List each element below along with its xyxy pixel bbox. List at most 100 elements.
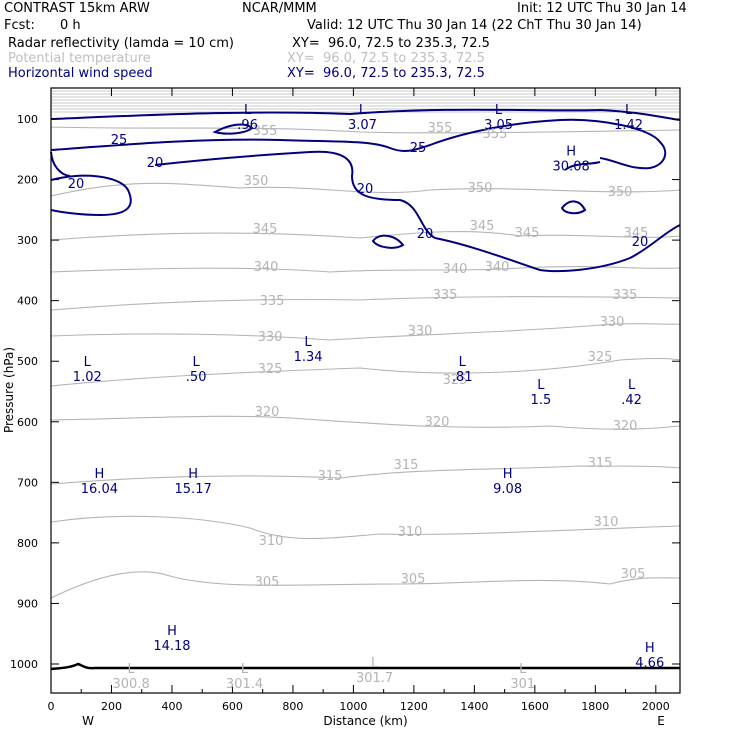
low-marker: L: [304, 335, 312, 350]
x-tick-label: 400: [161, 700, 182, 713]
theta-305-line: [50, 571, 681, 599]
field-xy-theta: XY= 96.0, 72.5 to 235.3, 72.5: [287, 51, 485, 66]
low-marker: L: [459, 355, 467, 370]
wind-20-upper-line: [154, 150, 681, 273]
x-tick-label: 1600: [521, 700, 549, 713]
extremum-value: 1.34: [294, 350, 323, 365]
wind-25-loop: [212, 123, 254, 135]
theta-contour-label: 310: [594, 515, 619, 530]
field-name-theta: Potential temperature: [8, 51, 151, 66]
theta-340-line: [50, 266, 681, 273]
extremum-value: .96: [237, 118, 258, 133]
extremum-value: 1.5: [531, 393, 552, 408]
y-tick-label: 600: [17, 416, 38, 429]
valid-time: Valid: 12 UTC Thu 30 Jan 14 (22 ChT Thu …: [307, 18, 642, 33]
high-marker: H: [167, 624, 177, 639]
theta-contour-label: 330: [258, 330, 283, 345]
extremum-value: 1.42: [614, 118, 643, 133]
theta-335-line: [50, 296, 681, 311]
extremum-value: 3.07: [348, 118, 377, 133]
wind-contour-label: 20: [68, 177, 85, 192]
x-axis-label: Distance (km): [323, 714, 407, 728]
plot-frame: [50, 87, 681, 694]
theta-345-line: [50, 230, 681, 241]
theta-contour-label: 335: [613, 288, 638, 303]
endpoint-east: E: [657, 714, 665, 728]
field-name-wind: Horizontal wind speed: [8, 66, 153, 81]
extremum-value: .42: [621, 393, 642, 408]
theta-contour-label: 340: [254, 260, 279, 275]
y-tick-label: 900: [17, 597, 38, 610]
high-marker: H: [94, 467, 104, 482]
theta-330-line: [50, 323, 681, 341]
theta-325-line: [50, 357, 681, 387]
high-marker: H: [566, 144, 576, 159]
extrema-group: L.96L3.07L3.05L1.42H30.08L1.34L1.02L.50L…: [73, 103, 664, 692]
x-tick-label: 2000: [642, 700, 670, 713]
fcst-label: Fcst:: [4, 18, 35, 33]
theta-contour-label: 305: [255, 575, 280, 590]
theta-contour-label: 310: [259, 534, 284, 549]
theta-310-line: [50, 515, 681, 540]
extremum-value: 4.66: [635, 656, 664, 671]
low-marker: L: [371, 656, 379, 671]
wind-25-outer-line: [50, 118, 667, 170]
theta-355-line: [50, 126, 681, 134]
extremum-value: 30.08: [553, 159, 590, 174]
wind-jet-core-line: [50, 108, 681, 121]
theta-350-line: [50, 182, 681, 197]
theta-contour-label: 320: [425, 415, 450, 430]
theta-contour-label: 320: [255, 405, 280, 420]
low-marker: L: [359, 103, 367, 118]
wind-contour-label: 20: [417, 227, 434, 242]
extremum-value: 301: [510, 677, 535, 692]
extremum-value: 301.4: [226, 677, 263, 692]
low-marker: L: [495, 103, 503, 118]
y-tick-label: 1000: [10, 658, 38, 671]
theta-contour-label: 345: [470, 219, 495, 234]
fcst-value: 0 h: [60, 18, 81, 33]
init-time: Init: 12 UTC Thu 30 Jan 14: [517, 1, 687, 16]
extremum-value: 9.08: [493, 482, 522, 497]
x-tick-label: 1000: [339, 700, 367, 713]
y-tick-label: 400: [17, 295, 38, 308]
field-name-reflectivity: Radar reflectivity (lamda = 10 cm): [8, 36, 234, 51]
wind-contour-label: 25: [410, 141, 427, 156]
theta-contour-label: 355: [253, 124, 278, 139]
high-marker: H: [188, 467, 198, 482]
wind-contour-label: 25: [111, 133, 128, 148]
x-tick-label: 200: [101, 700, 122, 713]
theta-contour-label: 325: [443, 373, 468, 388]
extremum-value: 15.17: [175, 482, 212, 497]
extremum-value: 301.7: [356, 671, 393, 686]
x-tick-label: 600: [222, 700, 243, 713]
wind-20-left-loop: [50, 174, 132, 217]
theta-320-line: [50, 415, 681, 430]
extremum-value: .81: [452, 370, 473, 385]
extremum-value: 3.05: [484, 118, 513, 133]
x-tick-label: 800: [282, 700, 303, 713]
wind-20-small-loop: [371, 234, 405, 249]
theta-contour-label: 305: [621, 567, 646, 582]
wind-20-right-tail: [564, 161, 601, 171]
wind-contour-label: 20: [357, 182, 374, 197]
low-marker: L: [241, 662, 249, 677]
low-marker: L: [537, 378, 545, 393]
extremum-value: .50: [186, 370, 207, 385]
theta-contour-label: 325: [258, 362, 283, 377]
low-marker: L: [193, 355, 201, 370]
theta-contour-label: 345: [253, 222, 278, 237]
y-tick-label: 800: [17, 537, 38, 550]
extremum-value: 1.02: [73, 370, 102, 385]
axes-group: 0 200 400 600 800 1000 1200 1400 1600 1800 2000 100…: [2, 88, 680, 728]
theta-contour-label: 350: [608, 185, 633, 200]
low-marker: L: [625, 103, 633, 118]
low-marker: L: [128, 662, 136, 677]
x-tick-label: 1200: [400, 700, 428, 713]
ground-line: [50, 662, 680, 671]
extremum-value: 16.04: [81, 482, 118, 497]
theta-contour-label: 340: [485, 260, 510, 275]
low-marker: L: [244, 103, 252, 118]
theta-contour-label: 350: [468, 181, 493, 196]
